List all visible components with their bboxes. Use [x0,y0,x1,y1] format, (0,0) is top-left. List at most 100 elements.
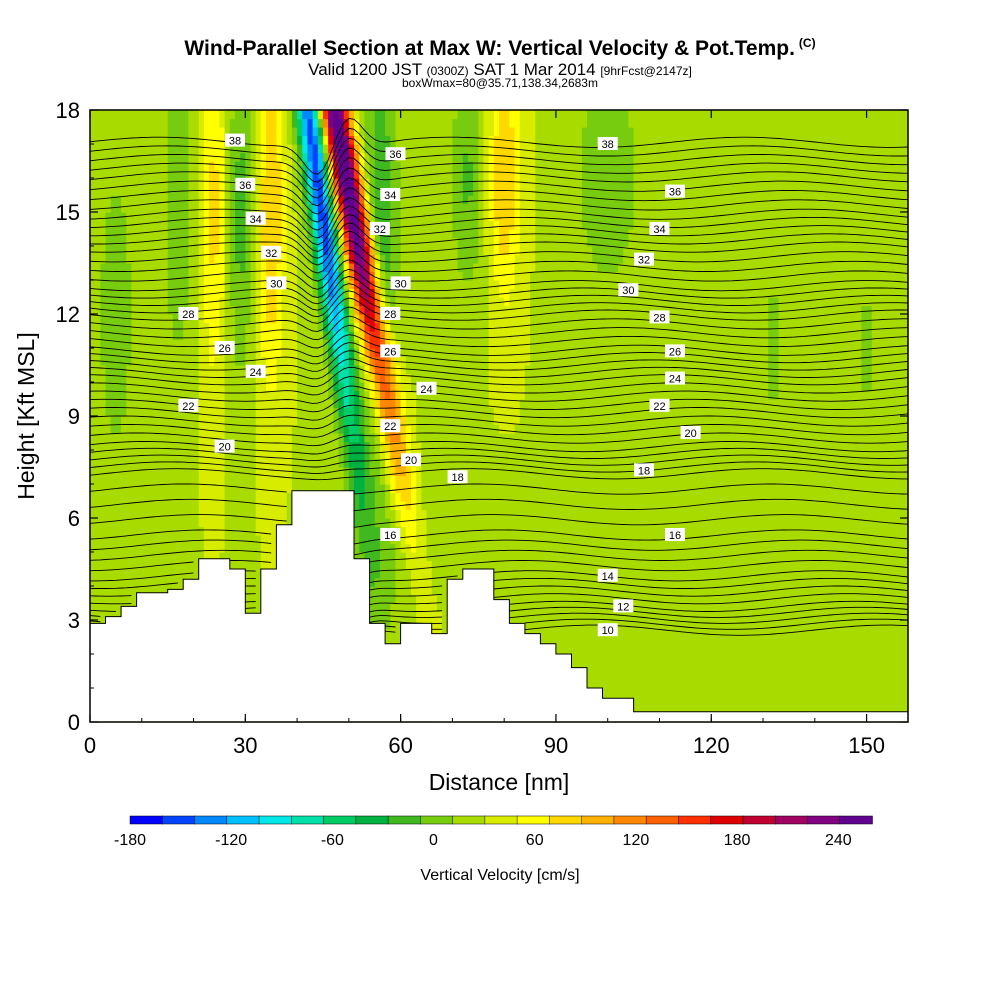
velocity-cell [530,509,536,519]
velocity-cell [721,679,728,689]
velocity-cell [550,543,557,553]
velocity-cell [369,492,376,502]
velocity-cell [576,560,583,570]
velocity-cell [706,552,712,562]
velocity-cell [711,569,718,579]
velocity-cell [95,475,101,485]
velocity-cell [851,526,857,536]
velocity-cell [856,526,863,536]
velocity-cell [799,509,806,519]
velocity-cell [876,611,883,621]
velocity-cell [141,552,148,562]
velocity-cell [581,543,588,553]
velocity-cell [716,535,723,545]
velocity-cell [902,560,909,570]
velocity-cell [592,654,598,664]
velocity-cell [597,501,604,511]
velocity-cell [809,569,816,579]
velocity-cell [835,628,842,638]
velocity-cell [359,450,365,460]
velocity-cell [835,509,842,519]
velocity-cell [519,526,526,536]
velocity-cell [592,552,598,562]
velocity-cell [483,475,490,485]
velocity-cell [825,569,831,579]
velocity-cell [690,467,697,477]
velocity-cell [664,603,671,613]
velocity-cell [887,662,894,672]
velocity-cell [467,543,474,553]
velocity-cell [731,458,738,468]
velocity-cell [814,637,821,647]
velocity-cell [892,569,899,579]
velocity-cell [152,450,158,460]
velocity-cell [405,560,412,570]
velocity-cell [545,569,552,579]
velocity-cell [431,569,438,579]
velocity-cell [773,526,780,536]
velocity-cell [742,671,749,681]
velocity-cell [804,688,811,698]
velocity-cell [374,552,381,562]
velocity-cell [649,654,655,664]
velocity-cell [876,458,883,468]
velocity-cell [255,450,262,460]
velocity-cell [680,560,686,570]
velocity-cell [695,458,702,468]
velocity-cell [711,518,718,528]
velocity-cell [778,543,785,553]
velocity-cell [152,458,158,468]
velocity-cell [121,509,127,519]
velocity-cell [260,492,267,502]
velocity-cell [809,560,816,570]
velocity-cell [245,475,252,485]
velocity-cell [493,501,500,511]
velocity-cell [778,484,785,494]
velocity-cell [519,475,526,485]
velocity-cell [871,594,878,604]
velocity-cell [788,671,795,681]
velocity-cell [778,467,785,477]
velocity-cell [711,628,718,638]
velocity-cell [835,645,842,655]
velocity-cell [902,526,909,536]
velocity-cell [628,560,635,570]
velocity-cell [234,492,241,502]
velocity-cell [757,628,764,638]
velocity-cell [374,501,381,511]
velocity-cell [354,492,360,502]
velocity-cell [514,543,521,553]
velocity-cell [602,501,609,511]
velocity-cell [763,637,769,647]
velocity-cell [172,543,179,553]
velocity-cell [685,535,692,545]
velocity-cell [752,637,759,647]
velocity-cell [100,526,107,536]
velocity-cell [333,458,340,468]
velocity-cell [426,475,433,485]
velocity-cell [804,654,811,664]
velocity-cell [379,543,386,553]
velocity-cell [778,552,785,562]
velocity-cell [395,484,402,494]
velocity-cell [700,611,707,621]
velocity-cell [856,543,863,553]
velocity-cell [726,467,733,477]
velocity-cell [902,594,909,604]
velocity-cell [121,501,127,511]
velocity-cell [861,679,868,689]
velocity-cell [369,501,376,511]
velocity-cell [690,475,697,485]
velocity-cell [726,594,733,604]
velocity-cell [887,603,894,613]
velocity-cell [856,492,863,502]
velocity-cell [830,645,837,655]
velocity-cell [457,526,464,536]
velocity-cell [105,552,112,562]
velocity-cell [633,586,640,596]
velocity-cell [721,620,728,630]
velocity-cell [576,458,583,468]
velocity-cell [783,654,790,664]
velocity-cell [566,586,573,596]
velocity-cell [390,484,397,494]
